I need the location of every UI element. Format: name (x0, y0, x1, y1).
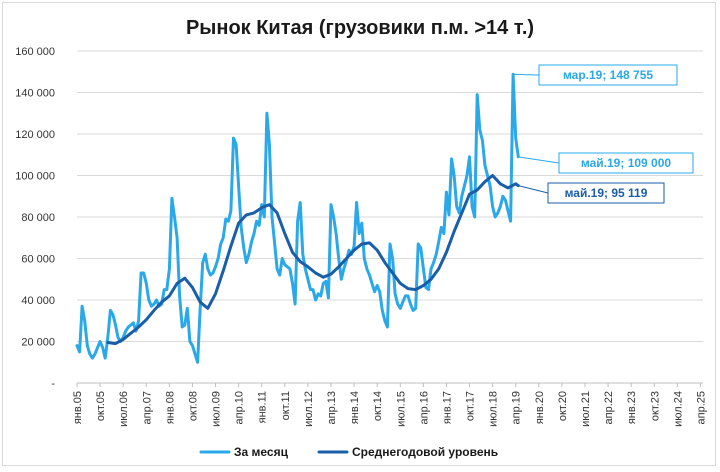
x-tick-label: июл.06 (118, 391, 130, 427)
x-tick-label: июл.15 (395, 391, 407, 427)
series-line-average (106, 174, 520, 346)
y-tick-label: 160 000 (15, 46, 55, 58)
y-tick-label: 140 000 (15, 88, 55, 100)
x-tick-label: янв.14 (349, 391, 361, 424)
y-tick-label: 20 000 (21, 337, 55, 349)
x-tick-label: янв.05 (72, 391, 84, 424)
x-tick-label: янв.17 (441, 391, 453, 424)
x-tick-label: апр.07 (141, 391, 153, 424)
x-tick-label: окт.11 (280, 391, 292, 420)
series-line-monthly (75, 72, 520, 364)
callout-last-month-box (558, 152, 694, 174)
x-tick-label: апр.22 (603, 391, 615, 424)
y-tick-label: - (51, 378, 55, 390)
line-chart: Рынок Китая (грузовики п.м. >14 т.) - 20 … (15, 17, 707, 459)
callout-last-average-label: май.19; 95 119 (565, 186, 648, 200)
x-axis-ticks: янв.05 окт.05 июл.06 апр.07 янв.08 окт.08 июл.… (72, 383, 707, 427)
y-tick-label: 80 000 (21, 212, 55, 224)
series-layer (75, 72, 520, 364)
x-tick-label: апр.25 (695, 391, 707, 424)
y-tick-label: 100 000 (15, 171, 55, 183)
legend: За месяц Среднегодовой уровень (199, 445, 498, 459)
legend-label-average: Среднегодовой уровень (352, 445, 498, 459)
x-tick-label: окт.05 (95, 391, 107, 421)
x-tick-label: янв.23 (626, 391, 638, 424)
x-tick-label: апр.10 (234, 391, 246, 424)
callout-last-month-leader (518, 156, 560, 164)
y-axis-ticks: - 20 000 40 000 60 000 80 000 100 000 120 000 1… (15, 46, 55, 390)
x-tick-label: янв.08 (164, 391, 176, 424)
x-tick-label: окт.20 (557, 391, 569, 421)
chart-title: Рынок Китая (грузовики п.м. >14 т.) (186, 17, 534, 39)
x-tick-label: июл.18 (488, 391, 500, 427)
x-tick-label: апр.19 (511, 391, 523, 424)
chart-frame: Рынок Китая (грузовики п.м. >14 т.) - 20 … (2, 2, 716, 466)
x-tick-label: апр.16 (418, 391, 430, 424)
x-tick-label: июл.12 (303, 391, 315, 427)
legend-label-monthly: За месяц (234, 445, 289, 459)
callout-peak-box (538, 64, 678, 86)
x-tick-label: окт.14 (372, 391, 384, 421)
y-tick-label: 120 000 (15, 129, 55, 141)
x-tick-label: янв.20 (534, 391, 546, 424)
callout-peak-label: мар.19; 148 755 (563, 68, 653, 82)
callout-last-month-label: май.19; 109 000 (581, 156, 671, 170)
callout-last-average-box (547, 182, 665, 204)
x-tick-label: окт.23 (649, 391, 661, 421)
x-tick-label: окт.08 (187, 391, 199, 421)
x-tick-label: июл.24 (672, 391, 684, 427)
callouts: мар.19; 148 755 май.19; 109 000 май.19; 95… (513, 64, 694, 204)
x-tick-label: окт.17 (465, 391, 477, 421)
callout-last-average-leader (518, 185, 549, 194)
y-tick-label: 60 000 (21, 254, 55, 266)
y-tick-label: 40 000 (21, 295, 55, 307)
x-tick-label: янв.11 (257, 391, 269, 423)
x-tick-label: июл.21 (580, 391, 592, 427)
callout-peak-leader (513, 73, 540, 76)
x-tick-label: апр.13 (326, 391, 338, 424)
x-tick-label: июл.09 (211, 391, 223, 427)
